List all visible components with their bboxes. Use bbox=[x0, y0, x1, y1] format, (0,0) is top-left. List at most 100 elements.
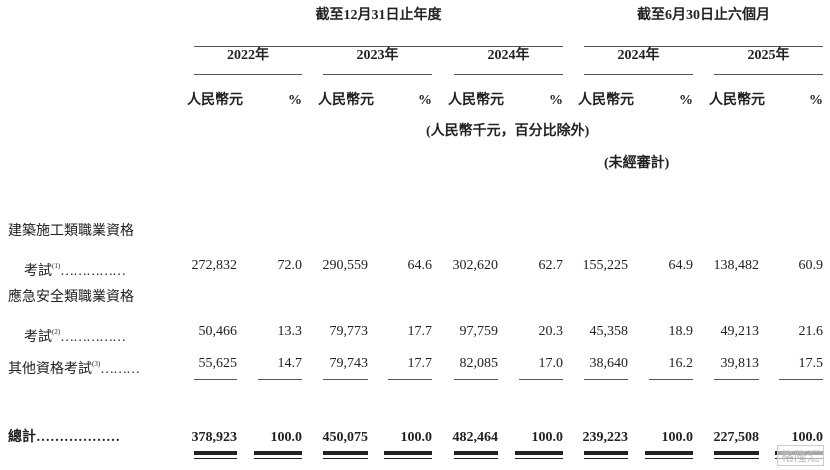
percent-cell: 64.9 bbox=[668, 258, 694, 273]
percent-cell: 72.0 bbox=[277, 258, 303, 273]
total-percent-cell: 100.0 bbox=[791, 430, 824, 445]
amount-column-header: 人民幣元 bbox=[448, 93, 504, 108]
amount-cell: 79,743 bbox=[329, 356, 369, 371]
row-label: 其他資格考試(3)……… bbox=[8, 356, 140, 378]
percent-column-header: % bbox=[679, 93, 693, 108]
total-amount-cell: 482,464 bbox=[452, 430, 499, 445]
total-amount-cell: 227,508 bbox=[713, 430, 760, 445]
amount-cell: 290,559 bbox=[322, 258, 369, 273]
total-amount-cell: 239,223 bbox=[582, 430, 629, 445]
amount-cell: 82,085 bbox=[459, 356, 499, 371]
year-header: 2023年 bbox=[356, 48, 399, 63]
amount-column-header: 人民幣元 bbox=[187, 93, 243, 108]
amount-cell: 155,225 bbox=[582, 258, 629, 273]
total-double-rule bbox=[254, 451, 302, 459]
row-label-text: 其他資格考試 bbox=[8, 362, 92, 377]
total-label-text: 總計 bbox=[8, 430, 36, 445]
row-category-label: 建築施工類職業資格 bbox=[8, 224, 134, 239]
subtotal-rule bbox=[519, 379, 563, 380]
percent-cell: 62.7 bbox=[538, 258, 564, 273]
subtotal-rule bbox=[649, 379, 693, 380]
year-rule bbox=[714, 74, 823, 75]
percent-cell: 17.0 bbox=[538, 356, 564, 371]
amount-cell: 39,813 bbox=[720, 356, 760, 371]
header-rule-annual bbox=[194, 46, 563, 47]
percent-cell: 60.9 bbox=[798, 258, 824, 273]
percent-column-header: % bbox=[549, 93, 563, 108]
amount-cell: 79,773 bbox=[329, 324, 369, 339]
amount-cell: 138,482 bbox=[713, 258, 760, 273]
total-amount-cell: 450,075 bbox=[322, 430, 369, 445]
total-double-rule bbox=[384, 451, 432, 459]
total-label: 總計……………… bbox=[8, 430, 120, 446]
amount-cell: 38,640 bbox=[589, 356, 629, 371]
year-header: 2022年 bbox=[227, 48, 269, 63]
percent-cell: 14.7 bbox=[277, 356, 303, 371]
total-double-rule bbox=[194, 451, 237, 459]
amount-cell: 45,358 bbox=[589, 324, 629, 339]
amount-column-header: 人民幣元 bbox=[318, 93, 374, 108]
percent-cell: 18.9 bbox=[668, 324, 694, 339]
total-amount-cell: 378,923 bbox=[191, 430, 238, 445]
subtotal-rule bbox=[454, 379, 498, 380]
dot-leader: ……… bbox=[100, 362, 140, 377]
percent-column-header: % bbox=[809, 93, 823, 108]
dot-leader: …………… bbox=[60, 330, 126, 345]
dot-leader: …………… bbox=[60, 264, 126, 279]
year-rule bbox=[323, 74, 432, 75]
total-double-rule bbox=[645, 451, 693, 459]
year-rule bbox=[454, 74, 563, 75]
amount-cell: 272,832 bbox=[191, 258, 238, 273]
percent-cell: 17.5 bbox=[798, 356, 824, 371]
total-percent-cell: 100.0 bbox=[400, 430, 433, 445]
total-double-rule bbox=[714, 451, 759, 459]
percent-column-header: % bbox=[418, 93, 432, 108]
percent-cell: 13.3 bbox=[277, 324, 303, 339]
dot-leader: ……………… bbox=[36, 430, 120, 445]
year-header: 2025年 bbox=[747, 48, 790, 63]
amount-cell: 55,625 bbox=[198, 356, 238, 371]
amount-column-header: 人民幣元 bbox=[578, 93, 634, 108]
total-percent-cell: 100.0 bbox=[270, 430, 303, 445]
watermark-logo: 格隆汇 bbox=[776, 445, 824, 466]
subtotal-rule bbox=[388, 379, 432, 380]
unit-note: (人民幣千元，百分比除外) bbox=[426, 124, 590, 139]
total-double-rule bbox=[515, 451, 563, 459]
row-category-label: 應急安全類職業資格 bbox=[8, 290, 134, 305]
subtotal-rule bbox=[779, 379, 823, 380]
total-double-rule bbox=[584, 451, 628, 459]
row-label: 考試(1)…………… bbox=[24, 258, 126, 280]
amount-column-header: 人民幣元 bbox=[709, 93, 765, 108]
total-percent-cell: 100.0 bbox=[661, 430, 694, 445]
row-label: 考試(2)…………… bbox=[24, 324, 126, 346]
subtotal-rule bbox=[714, 379, 759, 380]
header-rule-interim bbox=[584, 46, 823, 47]
subtotal-rule bbox=[194, 379, 237, 380]
subtotal-rule bbox=[258, 379, 302, 380]
row-label-text: 考試 bbox=[24, 264, 52, 279]
percent-cell: 20.3 bbox=[538, 324, 564, 339]
total-percent-cell: 100.0 bbox=[531, 430, 564, 445]
year-rule bbox=[194, 74, 302, 75]
year-header: 2024年 bbox=[487, 48, 530, 63]
row-label-text: 考試 bbox=[24, 330, 52, 345]
percent-cell: 17.7 bbox=[407, 324, 433, 339]
footnote-marker: (3) bbox=[92, 360, 101, 368]
amount-cell: 49,213 bbox=[720, 324, 760, 339]
total-double-rule bbox=[323, 451, 368, 459]
amount-cell: 302,620 bbox=[452, 258, 499, 273]
unaudited-note: (未經審計) bbox=[604, 156, 670, 171]
amount-cell: 97,759 bbox=[459, 324, 499, 339]
header-interim-period: 截至6月30日止六個月 bbox=[637, 8, 770, 23]
amount-cell: 50,466 bbox=[198, 324, 238, 339]
total-double-rule bbox=[454, 451, 498, 459]
percent-cell: 64.6 bbox=[407, 258, 433, 273]
header-annual-period: 截至12月31日止年度 bbox=[315, 8, 442, 23]
footnote-marker: (1) bbox=[52, 262, 61, 270]
year-rule bbox=[584, 74, 693, 75]
footnote-marker: (2) bbox=[52, 328, 61, 336]
percent-cell: 21.6 bbox=[798, 324, 824, 339]
year-header: 2024年 bbox=[617, 48, 660, 63]
subtotal-rule bbox=[584, 379, 628, 380]
subtotal-rule bbox=[323, 379, 368, 380]
